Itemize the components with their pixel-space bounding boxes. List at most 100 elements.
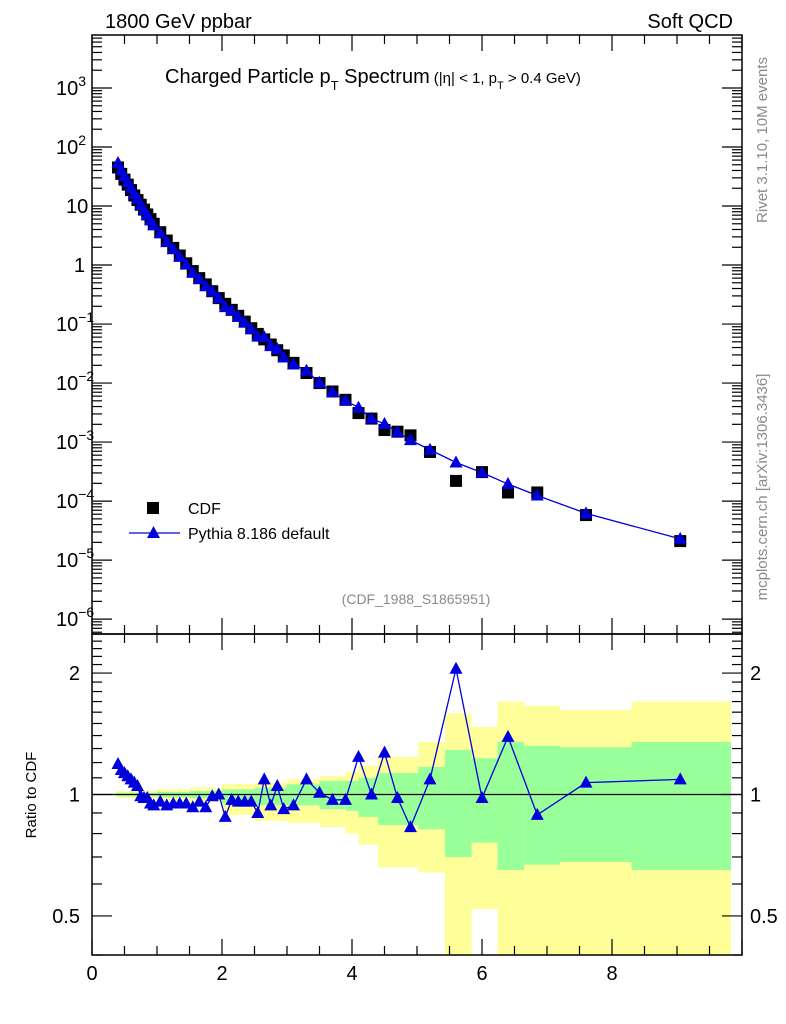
x-tick-label: 8 [606,963,617,985]
pythia-point [313,375,326,388]
y-tick-label: 10 [66,196,88,218]
ratio-point [475,791,489,804]
band-green [345,781,359,812]
y-tick-base: 10 [56,137,78,159]
cdf-point [502,486,514,499]
y-tick-label: 10−3 [56,427,94,454]
pythia-point [238,315,252,328]
ratio-point [277,802,291,815]
y-tick-base: 10 [56,491,78,513]
ratio-point [192,794,206,807]
ratio-y-tick-label-left: 2 [69,663,80,685]
ratio-point [264,798,278,811]
x-tick-label: 0 [86,963,97,985]
legend-label-cdf: CDF [188,501,221,518]
title-cuts-sub: T [497,80,504,92]
y-tick-base: 10 [56,373,78,395]
ratio-point [300,772,313,785]
ratio-point [131,778,144,791]
legend-marker-pythia [147,526,160,538]
pythia-point [352,400,365,413]
pythia-point [277,350,291,363]
side-label-rivet: Rivet 3.1.10, 10M events [754,57,771,223]
pythia-point [192,272,206,285]
y-tick-exponent: −1 [78,309,94,325]
pythia-point [391,425,404,438]
ratio-point [378,745,391,758]
header-right: Soft QCD [647,11,733,33]
pythia-point [365,411,378,424]
ratio-point [257,772,271,785]
band-green [497,741,525,870]
ratio-y-tick-label-right: 1 [750,785,761,807]
header-left: 1800 GeV ppbar [105,11,252,33]
ratio-point [270,778,284,791]
pythia-point [205,284,219,297]
y-tick-base: 10 [56,609,78,631]
ratio-point [673,772,687,785]
pythia-point [147,218,161,231]
ratio-point [186,800,200,813]
pythia-point [579,506,593,519]
ratio-point [530,807,544,820]
ratio-ylabel: Ratio to CDF [23,752,40,839]
y-tick-exponent: −5 [78,545,94,561]
ratio-point [391,791,404,804]
pythia-point [501,477,515,490]
y-tick-exponent: 3 [78,73,86,89]
y-tick-label: 10−5 [56,545,94,572]
pythia-line [117,162,681,540]
ratio-point [339,792,352,805]
title-cuts: (|η| < 1, p [434,70,497,87]
pythia-point [326,385,339,398]
ratio-point [153,794,167,807]
title-sub: T [331,78,339,93]
pythia-point [449,455,463,468]
pythia-point [300,363,313,376]
pythia-point [212,291,226,304]
pythia-point [160,235,174,248]
ratio-point [352,749,365,762]
ratio-y-tick-label-left: 1 [69,785,80,807]
y-tick-exponent: 2 [78,132,86,148]
chart-title: Charged Particle pT Spectrum (|η| < 1, pT… [165,66,581,93]
ratio-point [287,798,300,811]
ratio-point [404,820,417,833]
pythia-point [244,322,258,335]
pythia-point [173,249,187,262]
ratio-point [147,798,161,811]
title-cuts-rest: > 0.4 GeV) [504,70,581,87]
legend-label-pythia: Pythia 8.186 default [188,526,330,543]
pythia-point [378,416,391,429]
y-tick-base: 10 [56,432,78,454]
ratio-point [251,805,265,818]
ratio-point [218,809,232,822]
x-tick-label: 2 [216,963,227,985]
y-tick-label: 103 [56,73,86,100]
ratio-point [313,785,326,798]
ratio-point [199,800,213,813]
ratio-point [423,772,437,785]
pythia-point [287,357,300,370]
ratio-point [501,729,515,742]
analysis-label: (CDF_1988_S1865951) [342,591,491,607]
band-green [444,749,472,857]
pythia-point [231,309,245,322]
y-tick-exponent: −2 [78,368,94,384]
pythia-point [218,300,232,313]
ratio-point [179,796,193,809]
y-tick-base: 10 [66,196,88,218]
legend: CDF Pythia 8.186 default [129,501,330,543]
y-tick-exponent: −4 [78,486,94,502]
pythia-point [270,341,284,354]
pythia-point [179,257,193,270]
y-tick-base: 10 [56,550,78,572]
side-label-mcplots: mcplots.cern.ch [arXiv:1306.3436] [754,374,771,601]
y-tick-base: 10 [56,314,78,336]
data-marks [111,156,687,833]
pythia-point [186,265,200,278]
ratio-point [579,775,593,788]
main-frame [91,34,743,635]
ratio-point [212,787,226,800]
